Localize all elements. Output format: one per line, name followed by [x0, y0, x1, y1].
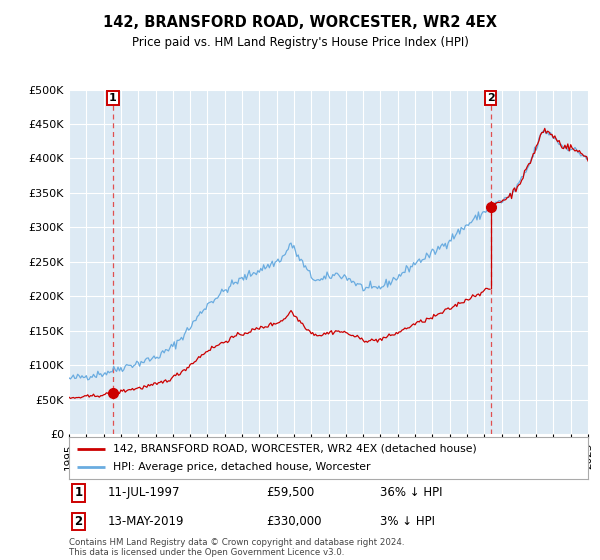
Text: 36% ↓ HPI: 36% ↓ HPI: [380, 487, 443, 500]
Text: 11-JUL-1997: 11-JUL-1997: [108, 487, 181, 500]
Text: 2: 2: [487, 93, 494, 103]
Text: £330,000: £330,000: [266, 515, 322, 528]
Text: £59,500: £59,500: [266, 487, 314, 500]
Text: HPI: Average price, detached house, Worcester: HPI: Average price, detached house, Worc…: [113, 462, 371, 472]
Text: 1: 1: [109, 93, 117, 103]
Text: Price paid vs. HM Land Registry's House Price Index (HPI): Price paid vs. HM Land Registry's House …: [131, 36, 469, 49]
Text: 13-MAY-2019: 13-MAY-2019: [108, 515, 184, 528]
Text: Contains HM Land Registry data © Crown copyright and database right 2024.
This d: Contains HM Land Registry data © Crown c…: [69, 538, 404, 557]
Text: 3% ↓ HPI: 3% ↓ HPI: [380, 515, 436, 528]
Text: 142, BRANSFORD ROAD, WORCESTER, WR2 4EX: 142, BRANSFORD ROAD, WORCESTER, WR2 4EX: [103, 15, 497, 30]
Text: 142, BRANSFORD ROAD, WORCESTER, WR2 4EX (detached house): 142, BRANSFORD ROAD, WORCESTER, WR2 4EX …: [113, 444, 477, 454]
Text: 1: 1: [74, 487, 82, 500]
Text: 2: 2: [74, 515, 82, 528]
